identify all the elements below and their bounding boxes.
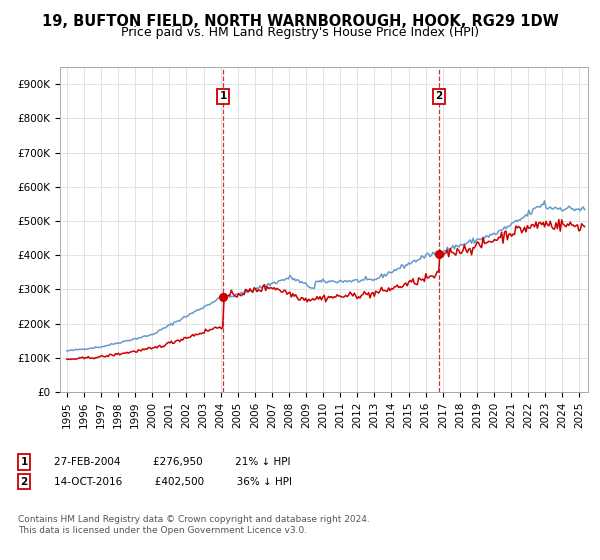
Legend: 19, BUFTON FIELD, NORTH WARNBOROUGH, HOOK, RG29 1DW (detached house), HPI: Avera: 19, BUFTON FIELD, NORTH WARNBOROUGH, HOO… [67,407,533,442]
Text: Price paid vs. HM Land Registry's House Price Index (HPI): Price paid vs. HM Land Registry's House … [121,26,479,39]
Text: 27-FEB-2004          £276,950          21% ↓ HPI: 27-FEB-2004 £276,950 21% ↓ HPI [54,457,290,467]
Text: Contains HM Land Registry data © Crown copyright and database right 2024.: Contains HM Land Registry data © Crown c… [18,515,370,524]
Text: 1: 1 [220,91,227,101]
Text: 2: 2 [20,477,28,487]
Text: This data is licensed under the Open Government Licence v3.0.: This data is licensed under the Open Gov… [18,526,307,535]
Text: 19, BUFTON FIELD, NORTH WARNBOROUGH, HOOK, RG29 1DW: 19, BUFTON FIELD, NORTH WARNBOROUGH, HOO… [41,14,559,29]
Text: 2: 2 [436,91,443,101]
Text: 14-OCT-2016          £402,500          36% ↓ HPI: 14-OCT-2016 £402,500 36% ↓ HPI [54,477,292,487]
Text: 1: 1 [20,457,28,467]
